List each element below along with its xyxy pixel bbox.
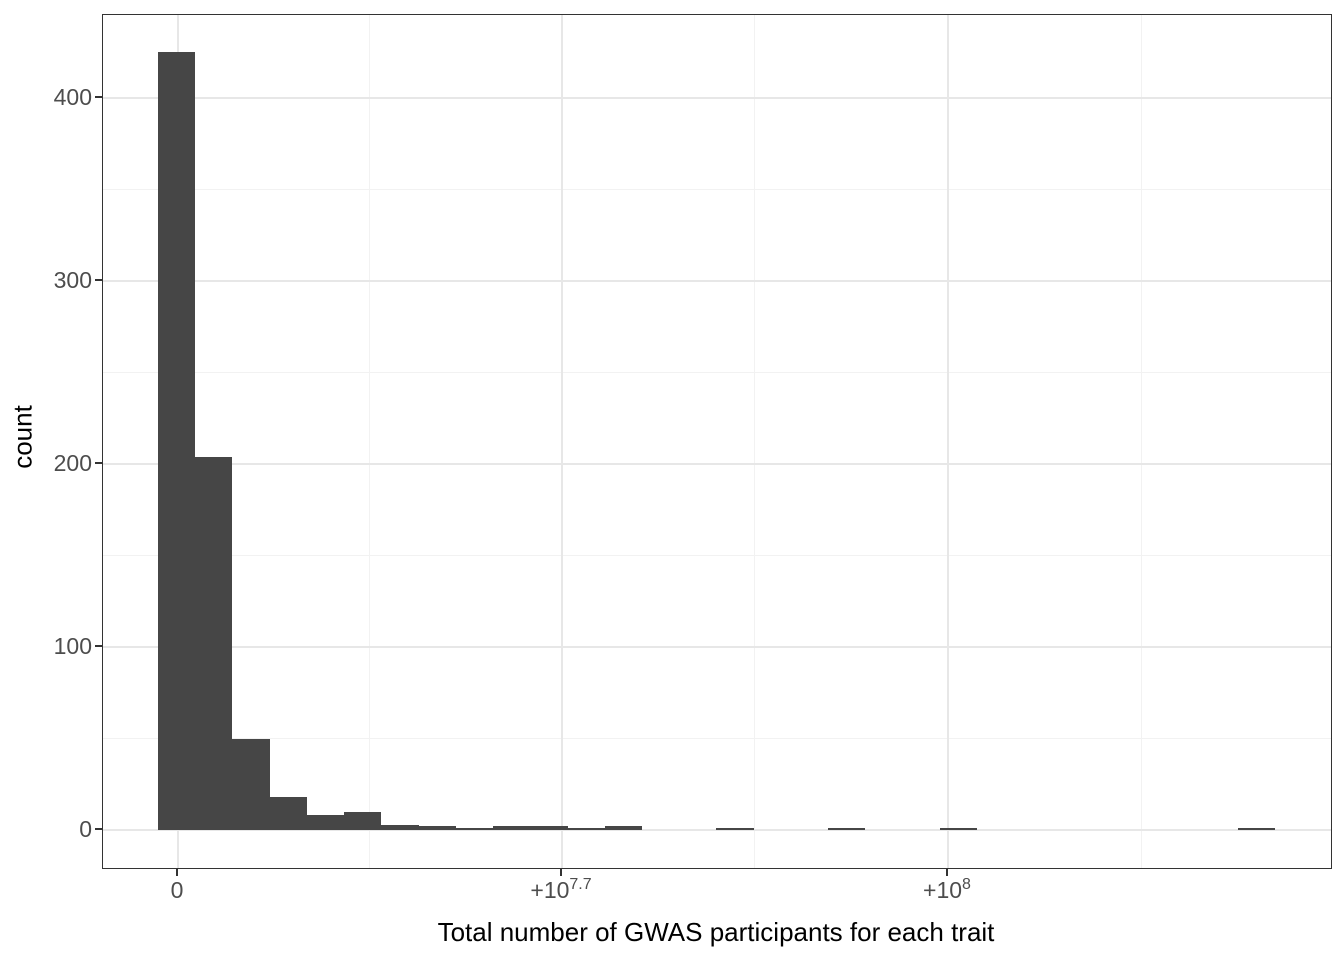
y-tick-mark <box>95 96 102 98</box>
x-axis-title: Total number of GWAS participants for ea… <box>437 917 995 947</box>
x-tick-mark <box>945 868 948 876</box>
x-tick-text: +10 <box>530 877 570 903</box>
y-tick-label-200: 200 <box>53 450 92 476</box>
major-gridline-horizontal <box>103 280 1331 282</box>
minor-gridline-horizontal <box>103 189 1331 190</box>
x-tick-text: 0 <box>170 877 184 903</box>
x-tick-exponent: 7.7 <box>569 876 592 893</box>
minor-gridline-horizontal <box>103 555 1331 556</box>
histogram-bar <box>530 826 568 830</box>
y-tick-label-100: 100 <box>53 633 92 659</box>
histogram-bar <box>716 828 754 830</box>
y-tick-mark <box>95 462 102 464</box>
x-tick-mark <box>560 868 563 876</box>
histogram-bar <box>269 797 307 830</box>
major-gridline-horizontal <box>103 829 1331 831</box>
major-gridline-horizontal <box>103 463 1331 465</box>
minor-gridline-vertical <box>369 15 371 868</box>
y-axis-title: count <box>7 405 38 469</box>
histogram-bar <box>232 738 270 830</box>
histogram-bar <box>1237 828 1275 830</box>
histogram-bar <box>604 826 642 830</box>
minor-gridline-vertical <box>1140 15 1142 868</box>
plot-panel <box>102 14 1332 869</box>
minor-gridline-horizontal <box>103 372 1331 373</box>
y-tick-mark <box>95 279 102 281</box>
x-tick-mark <box>176 868 179 876</box>
histogram-bar <box>158 52 196 830</box>
major-gridline-vertical <box>561 15 563 868</box>
y-tick-label-400: 400 <box>53 84 92 110</box>
y-tick-mark <box>95 828 102 830</box>
major-gridline-vertical <box>947 15 949 868</box>
histogram-bar <box>455 828 494 830</box>
x-tick-label-1e7p7: +107.7 <box>530 876 592 904</box>
major-gridline-horizontal <box>103 97 1331 99</box>
y-tick-mark <box>95 645 102 647</box>
minor-gridline-vertical <box>754 15 756 868</box>
x-tick-label-1e8: +108 <box>923 876 971 904</box>
major-gridline-horizontal <box>103 646 1331 648</box>
histogram-bar <box>828 828 866 830</box>
histogram-bar <box>493 826 531 830</box>
histogram-bar <box>344 811 382 830</box>
y-tick-label-300: 300 <box>53 267 92 293</box>
y-tick-label-0: 0 <box>79 816 92 842</box>
histogram-bar <box>381 824 419 830</box>
histogram-bar <box>306 815 345 830</box>
x-tick-exponent: 8 <box>962 876 971 893</box>
x-tick-text: +10 <box>923 877 963 903</box>
histogram-bar <box>939 828 978 830</box>
histogram-bar <box>418 826 456 830</box>
histogram-bar <box>567 828 605 830</box>
histogram-bar <box>195 456 233 830</box>
x-tick-label-zero: 0 <box>171 877 184 903</box>
minor-gridline-horizontal <box>103 738 1331 739</box>
